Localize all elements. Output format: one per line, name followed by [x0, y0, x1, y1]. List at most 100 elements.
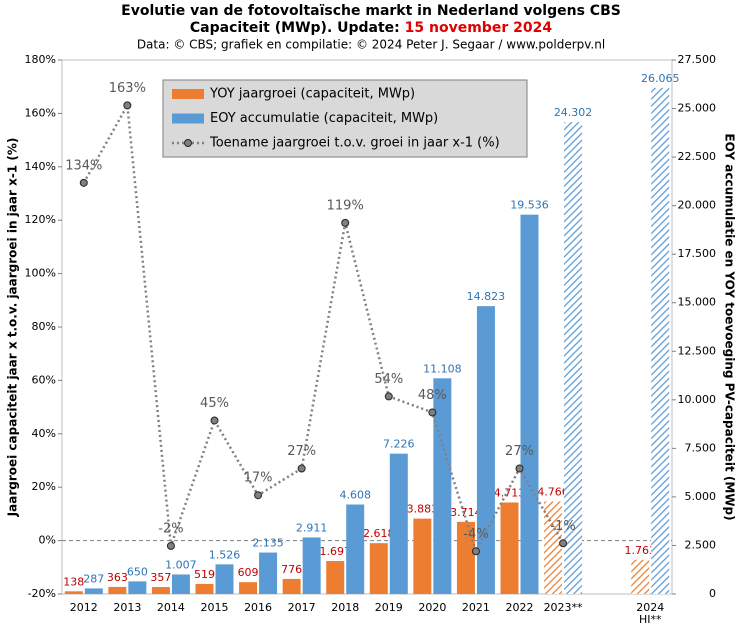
- legend-swatch: [172, 113, 204, 124]
- bar: [346, 504, 365, 594]
- value-label: -2%: [158, 521, 183, 536]
- chart-title-line2: Capaciteit (MWp). Update: 15 november 20…: [190, 20, 552, 36]
- bar: [369, 543, 388, 594]
- x-tick-label: 2013: [113, 601, 142, 614]
- bar: [84, 588, 103, 594]
- marker: [297, 464, 306, 473]
- y2-tick-label: 22.500: [678, 150, 717, 163]
- value-label: 3.714: [450, 506, 482, 519]
- y2-tick-label: 20.000: [678, 199, 717, 212]
- bar: [302, 537, 321, 594]
- y2-tick-label: 5.000: [685, 490, 717, 503]
- y2-tick-label: 17.500: [678, 247, 717, 260]
- y-tick-label: 80%: [32, 320, 56, 333]
- legend-box: [162, 79, 528, 158]
- value-label: 7.226: [383, 438, 415, 451]
- value-label: 134%: [65, 158, 102, 173]
- bar: [195, 583, 214, 594]
- value-label: 119%: [327, 198, 364, 213]
- marker: [79, 178, 88, 187]
- bar: [389, 453, 408, 594]
- chart-title: Evolutie van de fotovoltaïsche markt in …: [121, 3, 621, 19]
- marker: [384, 392, 393, 401]
- marker: [471, 547, 480, 556]
- marker: [210, 416, 219, 425]
- bar: [108, 586, 127, 594]
- bar: [151, 587, 170, 594]
- x-tick-label: 2018: [331, 601, 360, 614]
- value-label: 2.135: [252, 537, 284, 550]
- value-label: 163%: [109, 81, 146, 96]
- value-label: 1.526: [209, 548, 241, 561]
- title-text: Capaciteit (MWp). Update:: [190, 20, 405, 36]
- value-label: 138: [63, 575, 84, 588]
- marker: [559, 539, 568, 548]
- y-tick-label: 140%: [25, 160, 56, 173]
- x-tick-label: 2014: [156, 601, 185, 614]
- value-label: 54%: [374, 372, 403, 387]
- value-label: 4.713: [494, 486, 526, 499]
- value-label: 24.302: [554, 106, 593, 119]
- bar: [520, 214, 539, 594]
- value-label: 19.536: [510, 199, 549, 212]
- value-label: 27%: [505, 444, 534, 459]
- bar: [544, 501, 563, 594]
- value-label: 1.697: [319, 545, 351, 558]
- line: [82, 101, 565, 555]
- bar: [259, 552, 278, 594]
- bar: [128, 581, 147, 594]
- legend-label: YOY jaargroei (capaciteit, MWp): [209, 87, 415, 102]
- bar: [171, 574, 190, 594]
- y2-tick-label: 12.500: [678, 344, 717, 357]
- bar: [433, 378, 452, 594]
- value-label: 776: [281, 563, 302, 576]
- marker: [341, 218, 350, 227]
- bar: [282, 578, 301, 594]
- x-tick-label: 2020: [418, 601, 447, 614]
- y2-tick-label: 27.500: [678, 53, 717, 66]
- value-label: 4.608: [339, 489, 371, 502]
- value-label: 4.766: [537, 485, 569, 498]
- y2-axis-label: EOY accumulatie en YOY toevoeging PV-cap…: [723, 133, 737, 520]
- value-label: 48%: [418, 388, 447, 403]
- value-label: -4%: [463, 527, 488, 542]
- value-label: 17%: [244, 471, 273, 486]
- value-label: 3.883: [407, 503, 439, 516]
- x-tick-label: 2019: [374, 601, 403, 614]
- value-label: 2.618: [363, 527, 395, 540]
- value-label: 1.007: [165, 558, 197, 571]
- marker: [515, 464, 524, 473]
- y-tick-label: -20%: [28, 587, 56, 600]
- value-label: 2.911: [296, 521, 328, 534]
- y-tick-label: 120%: [25, 213, 56, 226]
- marker: [428, 408, 437, 417]
- value-label: 363: [107, 571, 128, 584]
- value-label: 27%: [287, 444, 316, 459]
- y-tick-label: 40%: [32, 427, 56, 440]
- y-tick-label: 160%: [25, 106, 56, 119]
- value-label: -1%: [550, 519, 575, 534]
- subtitle: Data: © CBS; grafiek en compilatie: © 20…: [137, 38, 605, 52]
- value-label: 650: [127, 565, 148, 578]
- x-tick-label: 2012: [69, 601, 98, 614]
- marker: [123, 101, 132, 110]
- x-tick-label: 2015: [200, 601, 229, 614]
- value-label: 1.763: [624, 544, 656, 557]
- value-label: 609: [238, 566, 259, 579]
- value-label: 26.065: [641, 72, 680, 85]
- x-tick-label: 2023**: [543, 601, 583, 614]
- x-tick-label: 2022: [505, 601, 534, 614]
- x-tick-label: 2017: [287, 601, 316, 614]
- bar: [64, 591, 83, 594]
- y2-tick-label: 25.000: [678, 102, 717, 115]
- y-tick-label: 0%: [39, 534, 56, 547]
- value-label: 11.108: [423, 362, 462, 375]
- bar: [631, 559, 650, 594]
- y2-tick-label: 2.500: [685, 538, 717, 551]
- marker: [166, 541, 175, 550]
- y2-tick-label: 15.000: [678, 296, 717, 309]
- y-tick-label: 180%: [25, 53, 56, 66]
- bar: [456, 521, 475, 594]
- y-tick-label: 100%: [25, 267, 56, 280]
